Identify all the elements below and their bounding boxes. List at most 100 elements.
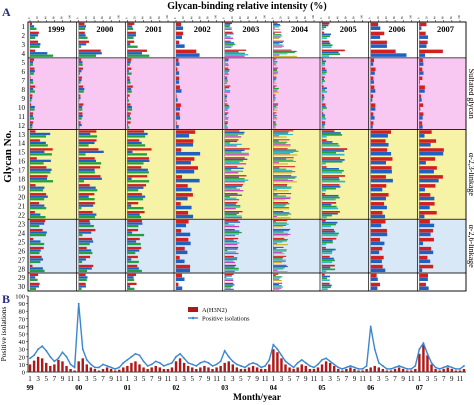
bar-2002-g30-s1	[176, 282, 179, 287]
bar-2007-g20-s1	[419, 193, 431, 197]
x-tick-label-1999-20: 20	[36, 16, 39, 19]
bar-2003-g14-s5	[224, 145, 237, 147]
x-tick-label-2007-0: 0	[417, 17, 420, 19]
bar-2007-g10-s1	[419, 103, 424, 107]
h3n2-bar-10	[69, 368, 72, 372]
x-tick-label-2007-80: 80	[450, 16, 453, 19]
bar-2000-g14-s2	[78, 141, 95, 145]
panel-year-1999: 1999	[48, 24, 65, 34]
bar-2003-g19-s2	[224, 185, 243, 187]
bar-2001-g29-s3	[127, 278, 135, 282]
bar-2007-g8-s2	[419, 89, 425, 93]
bar-1999-g19-s3	[30, 189, 44, 192]
month-tick-30: 7	[150, 375, 154, 383]
legend-swatch-h3n2	[188, 307, 198, 312]
bar-2004-g17-s3	[273, 168, 287, 170]
x-tick-label-2007-100: 100	[458, 14, 461, 19]
bar-2004-g5-s6	[273, 64, 277, 66]
h3n2-bar-43	[203, 365, 206, 372]
isolation-point-30	[150, 363, 153, 366]
bar-2001-g9-s1	[127, 94, 130, 97]
bar-2003-g11-s3	[224, 115, 226, 117]
bar-2004-g18-s2	[273, 176, 297, 178]
bar-1999-g25-s2	[30, 240, 41, 243]
bar-2003-g28-s4	[224, 269, 239, 271]
bar-2004-g27-s3	[273, 258, 283, 260]
bar-2005-g30-s2	[322, 284, 332, 287]
month-tick-52: 5	[239, 375, 243, 383]
h3n2-bar-100	[434, 368, 437, 372]
bar-2000-g30-s1	[78, 282, 86, 286]
bar-2005-g19-s4	[322, 189, 327, 192]
bar-2003-g22-s3	[224, 213, 237, 216]
bar-2005-g26-s3	[322, 250, 333, 253]
bar-2004-g26-s2	[273, 248, 277, 250]
bar-2000-g8-s1	[78, 85, 84, 88]
x-tick-label-2002-0: 0	[174, 17, 177, 19]
h3n2-bar-79	[349, 367, 352, 372]
bar-2004-g10-s3	[273, 105, 277, 107]
bar-2007-g29-s1	[419, 273, 428, 278]
h3n2-bar-56	[255, 367, 259, 372]
isolation-point-90	[394, 366, 396, 369]
bar-2003-g30-s2	[224, 284, 235, 286]
bar-2003-g13-s2	[224, 131, 245, 134]
bar-2001-g2-s2	[127, 34, 136, 37]
bar-2006-g22-s2	[370, 214, 386, 219]
bar-2005-g6-s4	[322, 73, 326, 75]
h3n2-bar-86	[377, 367, 381, 372]
isolation-point-61	[276, 348, 279, 351]
bar-2007-g4-s2	[419, 53, 426, 57]
bar-2001-g8-s2	[127, 87, 132, 91]
bar-2005-g25-s4	[322, 243, 327, 246]
x-tick-label-2006-0: 0	[369, 17, 372, 19]
isolation-point-7	[57, 357, 60, 360]
bar-2007-g16-s2	[419, 160, 426, 165]
bar-2004-g21-s4	[273, 205, 285, 207]
group-label-2: α-2,3-linkage	[467, 153, 474, 197]
bar-1999-g5-s1	[30, 58, 35, 61]
month-tick-88: 5	[385, 375, 389, 383]
bar-1999-g15-s1	[30, 148, 53, 151]
bar-2004-g17-s5	[273, 171, 296, 173]
bar-1999-g1-s2	[30, 25, 35, 28]
bar-1999-g15-s2	[30, 150, 45, 154]
bar-2003-g16-s2	[224, 158, 248, 160]
bar-2001-g10-s1	[127, 103, 131, 106]
bar-2005-g9-s4	[322, 100, 324, 102]
glycan-number-20: 20	[18, 194, 26, 202]
bar-2004-g16-s6	[273, 163, 288, 165]
isolation-point-5	[49, 355, 52, 358]
bar-2003-g8-s1	[224, 85, 231, 87]
h3n2-bar-51	[235, 367, 239, 372]
month-tick-80: 9	[353, 375, 357, 383]
bar-2001-g12-s2	[127, 123, 129, 127]
bar-2000-g29-s3	[78, 278, 87, 282]
bar-2004-g12-s2	[273, 122, 276, 124]
h3n2-bar-72	[320, 364, 324, 372]
bar-2003-g29-s2	[224, 275, 232, 277]
bar-2003-g20-s4	[224, 197, 237, 199]
bar-2004-g19-s6	[273, 190, 289, 192]
bar-2005-g26-s2	[322, 248, 336, 251]
h3n2-bar-91	[397, 367, 401, 372]
bar-1999-g20-s1	[30, 193, 47, 196]
bar-2007-g8-s1	[419, 85, 425, 89]
bar-2004-g8-s5	[273, 90, 278, 92]
h3n2-bar-67	[300, 364, 303, 372]
isolation-point-105	[454, 368, 457, 370]
bar-2000-g9-s1	[78, 94, 81, 97]
x-tick-label-2003-60: 60	[247, 16, 250, 19]
bar-2006-g29-s1	[370, 273, 377, 278]
bar-2002-g5-s1	[176, 58, 179, 63]
bar-2004-g19-s3	[273, 186, 292, 188]
bar-2005-g10-s3	[322, 107, 327, 109]
bar-2000-g15-s1	[78, 148, 99, 151]
bar-2003-g7-s1	[224, 76, 228, 78]
bar-1999-g4-s1	[30, 49, 36, 52]
h3n2-bar-0	[28, 364, 32, 372]
bar-2007-g17-s2	[419, 169, 434, 174]
h3n2-bar-5	[49, 365, 52, 372]
bar-2006-g28-s1	[370, 264, 383, 269]
